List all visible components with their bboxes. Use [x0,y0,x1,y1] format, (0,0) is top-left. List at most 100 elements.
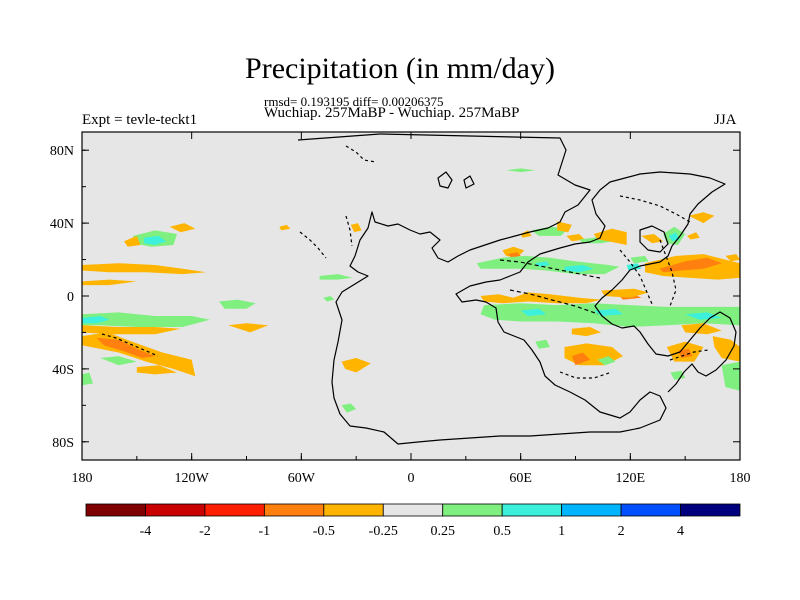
colorbar-swatch [323,503,384,517]
field-southern-orange-2 [571,327,602,337]
colorbar-label: -4 [140,524,152,539]
field-western-green-equator [319,274,353,280]
experiment-label: Expt = tevle-teckt1 [82,112,198,128]
field-south-pacific-green-low [100,356,137,366]
colorbar-label: -0.5 [313,524,335,539]
tethys-island-chain-2 [509,289,599,315]
field-tethys-cyan [564,265,594,273]
colorbar-swatch [442,503,503,517]
field-pacific-north-cyan [144,235,167,245]
east-asia-blocks [619,249,653,305]
field-eastern-orange-blob-2 [350,223,362,233]
field-ne-panthalassa-orange-2 [725,254,740,262]
field-south-indian-red [571,352,591,366]
x-tick-label: 180 [730,471,751,486]
field-southern-cyan-1 [520,308,547,316]
stats-line: rmsd= 0.193195 diff= 0.00206375 [264,94,444,109]
colorbar-label: 4 [677,524,684,539]
coastlines [101,133,737,445]
field-central-pacific-north-band-2 [82,279,137,286]
field-southern-cyan-3 [685,312,722,320]
field-western-green-small [323,296,335,302]
field-south-pacific-green-far [82,372,93,386]
x-tick-label: 60E [509,471,532,486]
colorbar: -4 -2 -1 -0.5 -0.25 0.25 0.5 1 2 4 [85,503,741,539]
field-east-pacific-orange [228,323,269,333]
x-axis: 180 120W 60W 0 60E 120E 180 [72,132,751,486]
field-panthalassa-green [630,255,649,264]
x-tick-label: 120E [616,471,646,486]
field-south-pacific-red-diag [96,337,156,358]
field-southern-tethys-orange-2 [601,288,649,298]
field-north-tethys-orange [557,221,572,233]
field-east-asia-orange-2 [641,234,664,244]
field-pacific-north-orange-2 [169,223,196,233]
field-east-asia-orange-3 [687,232,700,240]
chart-title: Precipitation (in mm/day) [245,52,555,85]
y-tick-label: 80S [52,436,74,451]
field-arctic-green [506,168,536,173]
field-pacific-north-orange-1 [124,235,141,247]
field-south-indian-green-2 [535,339,550,349]
colorbar-label: 0.5 [493,524,511,539]
colorbar-label: -1 [259,524,271,539]
field-southern-tethys-orange [480,292,602,304]
chart-subtitle: Wuchiap. 257MaBP - Wuchiap. 257MaBP [264,105,520,121]
colorbar-label: 0.25 [430,524,455,539]
field-panthalassa-cyan [626,263,642,271]
colorbar-label: -2 [199,524,211,539]
tethys-island-chain [499,259,601,279]
colorbar-swatch [680,503,741,517]
field-south-pacific-cyan [82,316,110,324]
x-tick-label: 60W [288,471,316,486]
colorbar-swatch [620,503,681,517]
field-tethys-cyan-2 [535,261,550,267]
south-pacific-islands [101,333,159,357]
field-east-pacific-green [219,299,256,309]
colorbar-swatch [382,503,444,517]
season-label: JJA [714,112,737,128]
field-south-pacific-orange-low [136,365,177,375]
field-south-pacific-green [82,312,210,327]
x-tick-label: 0 [408,471,415,486]
north-china-block [639,225,669,253]
field-south-indian-green [597,356,616,366]
field-central-pacific-north-band [82,263,207,275]
arctic-island-2 [463,175,475,189]
x-tick-label: 180 [72,471,93,486]
precipitation-fields [82,168,740,413]
colorbar-swatch [501,503,563,517]
colorbar-swatch [85,503,146,517]
arctic-island [437,171,453,189]
colorbar-swatch [204,503,265,517]
colorbar-label: 1 [558,524,565,539]
field-panthalassa-red [659,257,722,273]
y-tick-label: 40N [50,217,74,232]
field-far-south-green [670,370,686,380]
colorbar-swatch [561,503,622,517]
map-background [82,132,740,460]
west-coast-islands-2 [345,215,353,247]
x-tick-label: 120W [175,471,210,486]
colorbar-label: 2 [618,524,625,539]
y-tick-label: 80N [50,144,74,159]
field-south-panthalassa-orange-2 [712,336,740,362]
field-south-atlantic-green [341,403,357,413]
field-ne-panthalassa-orange [688,212,715,224]
siberia-islands [619,195,691,223]
pangea-coastline [297,133,737,445]
y-tick-label: 40S [52,363,74,378]
south-islands-east [559,371,613,379]
y-axis: 80N 40N 0 40S 80S [50,144,740,451]
colorbar-swatch [145,503,206,517]
west-coast-islands [299,231,327,259]
south-islands-east-2 [669,349,709,361]
y-tick-label: 0 [67,290,74,305]
field-east-tethys-red [507,252,521,258]
field-eastern-orange-blob-1 [279,224,291,231]
field-southern-orange-3 [681,323,722,335]
field-south-atlantic-orange [341,358,371,373]
field-south-pacific-orange-top [82,325,181,335]
colorbar-label: -0.25 [369,524,398,539]
